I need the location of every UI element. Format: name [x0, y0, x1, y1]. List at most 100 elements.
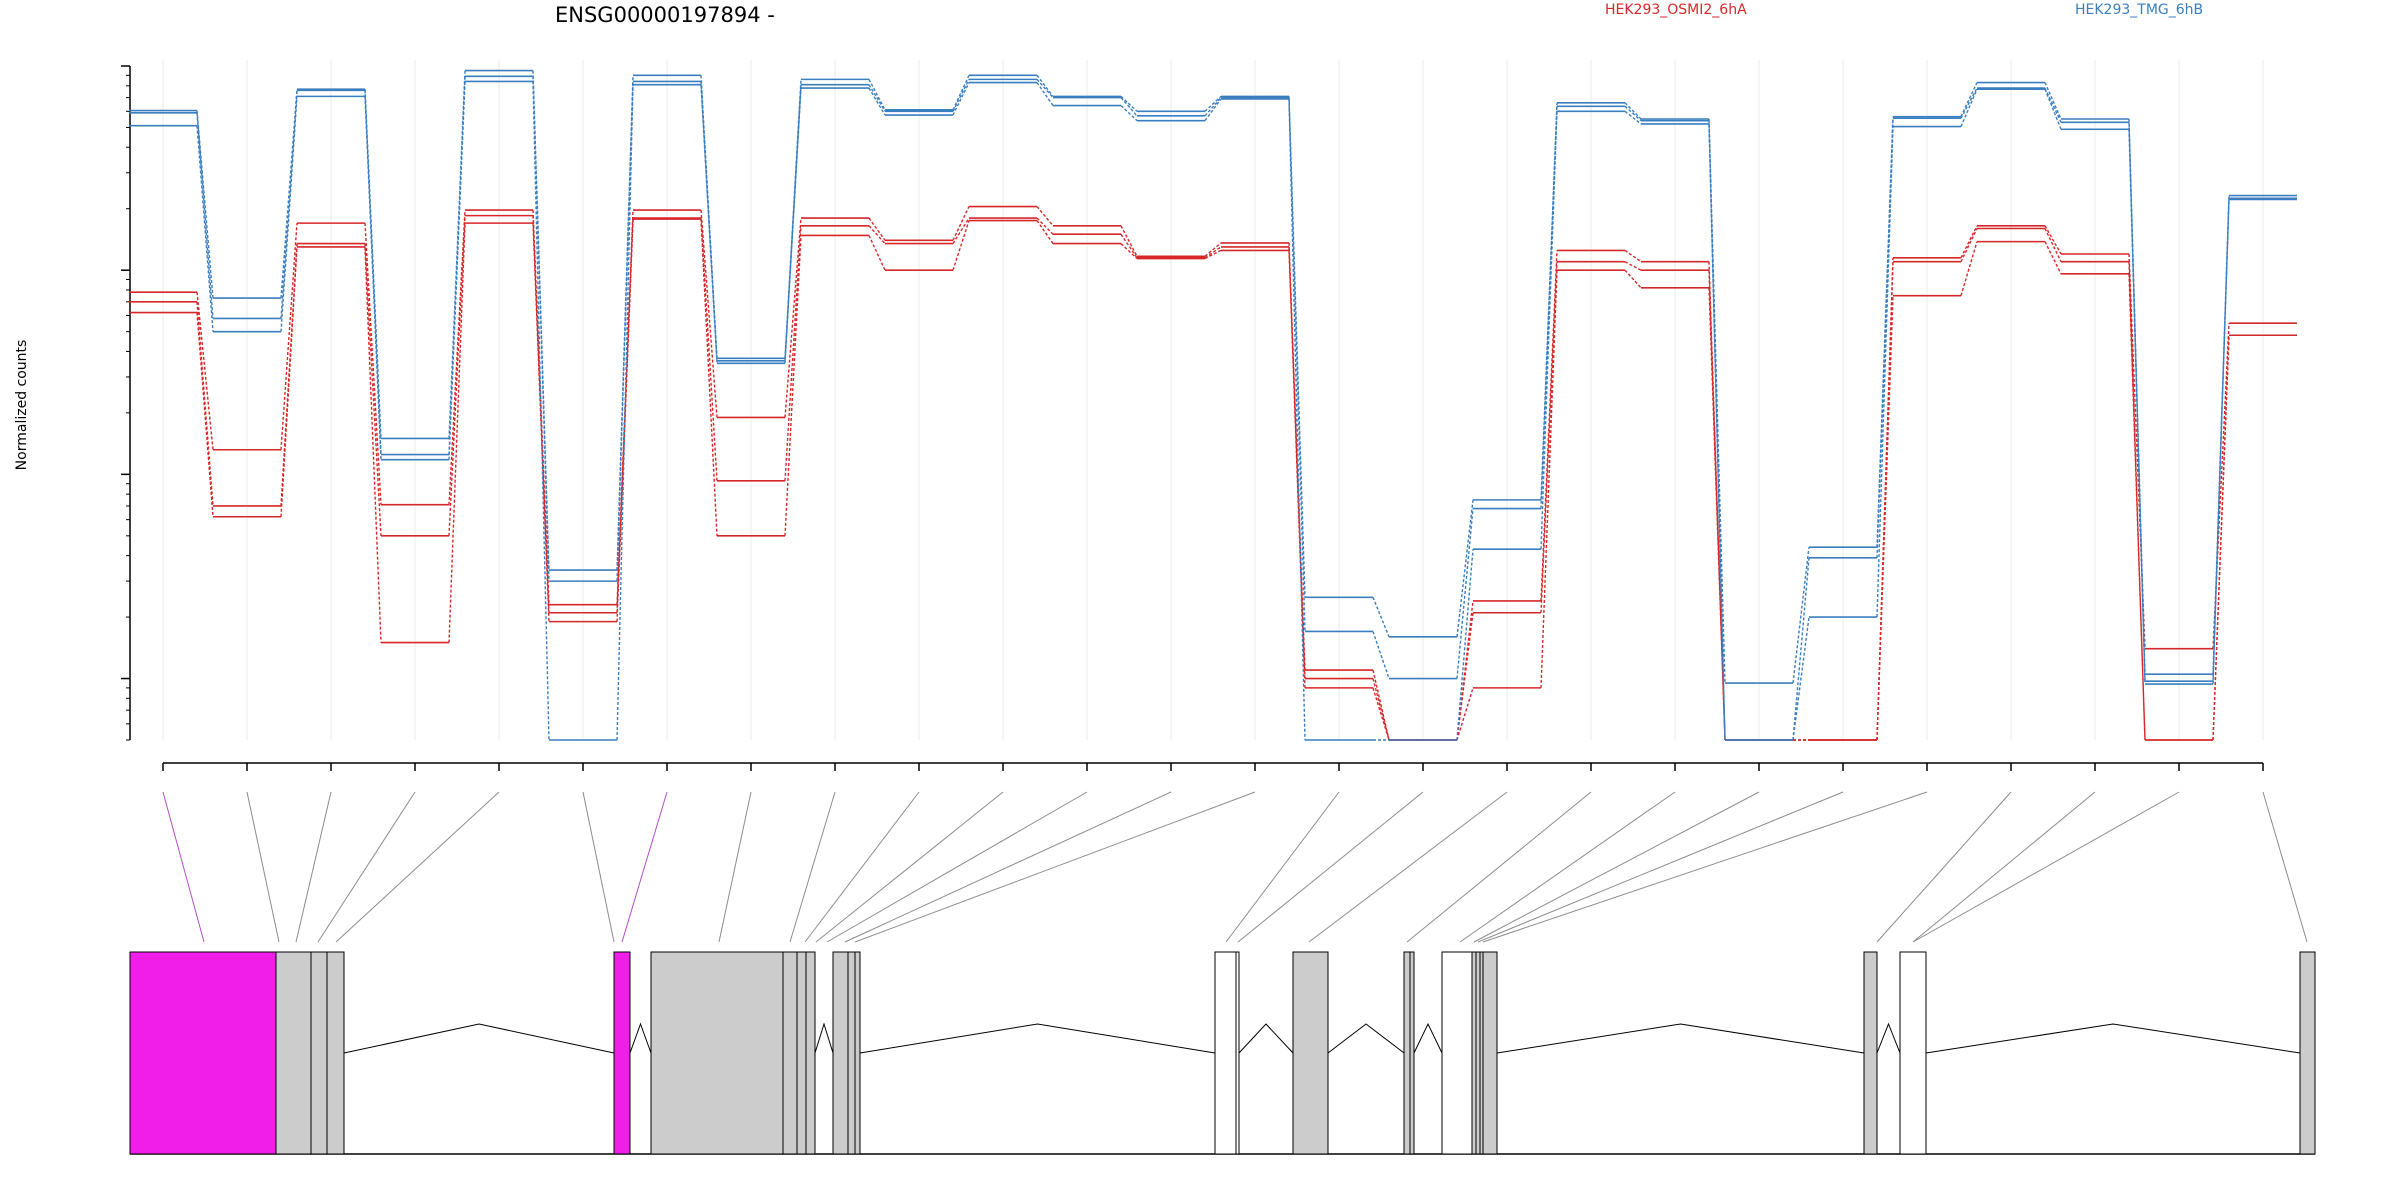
- data-connector: [1456, 600, 1474, 741]
- intron-line: [1925, 1023, 2301, 1054]
- data-connector: [868, 84, 886, 112]
- exon-connector: [1482, 791, 1928, 943]
- data-connector: [1876, 295, 1894, 741]
- data-connector: [784, 218, 802, 418]
- data-connector: [1708, 123, 1726, 741]
- data-connector: [1372, 597, 1390, 638]
- exon-connector: [317, 791, 416, 943]
- exon-block: [1899, 951, 1927, 1155]
- data-connector: [1372, 687, 1390, 741]
- data-connector: [1792, 547, 1810, 684]
- data-connector: [1624, 102, 1642, 120]
- data-connector: [1372, 631, 1390, 679]
- exon-connector: [826, 791, 1088, 943]
- data-connector: [280, 246, 298, 517]
- chart-title: ENSG00000197894 -: [555, 3, 775, 27]
- exon-connector: [1459, 791, 1676, 943]
- data-connector: [196, 312, 214, 517]
- data-connector: [2044, 241, 2062, 275]
- data-connector: [1204, 95, 1222, 112]
- data-connector: [1624, 269, 1642, 289]
- exon-block: [310, 951, 328, 1155]
- exon-block: [129, 951, 277, 1155]
- data-connector: [196, 301, 214, 507]
- data-connector: [1120, 97, 1138, 117]
- data-connector: [784, 235, 802, 536]
- exon-block: [1403, 951, 1411, 1155]
- exon-connector: [1477, 791, 1844, 943]
- data-connector: [1624, 110, 1642, 125]
- data-connector: [1120, 95, 1138, 112]
- data-connector: [1120, 105, 1138, 122]
- data-connector: [1456, 612, 1474, 741]
- exon-block: [275, 951, 312, 1155]
- data-connector: [2044, 225, 2062, 255]
- data-connector: [364, 223, 382, 505]
- exon-block: [847, 951, 856, 1155]
- data-connector: [1204, 249, 1222, 260]
- exon-block: [854, 951, 861, 1155]
- data-connector: [196, 110, 214, 299]
- data-connector: [868, 235, 886, 271]
- data-connector: [2044, 88, 2062, 130]
- exon-connector: [854, 791, 1256, 943]
- data-connector: [2212, 199, 2230, 685]
- exon-block: [832, 951, 849, 1155]
- grid-layer: [162, 60, 2264, 740]
- exon-block: [1409, 951, 1415, 1155]
- series-6: [129, 80, 2297, 741]
- data-connector: [196, 112, 214, 319]
- data-connector: [1960, 241, 1978, 296]
- data-connector: [532, 76, 550, 582]
- data-connector: [1540, 261, 1558, 613]
- data-connector: [1624, 105, 1642, 122]
- data-connector: [1288, 96, 1306, 598]
- data-connector: [1036, 78, 1054, 99]
- intron-line: [1496, 1023, 1865, 1054]
- data-connector: [2128, 122, 2146, 682]
- data-connector: [616, 75, 634, 571]
- intron-line: [1413, 1022, 1443, 1054]
- exon-block: [650, 951, 784, 1155]
- data-connector: [196, 292, 214, 450]
- data-connector: [700, 84, 718, 364]
- data-connector: [1372, 669, 1390, 741]
- exon-connector: [295, 791, 332, 943]
- data-connector: [700, 218, 718, 481]
- data-connector: [1540, 111, 1558, 550]
- exon-connector: [844, 791, 1172, 943]
- exon-block: [1482, 951, 1498, 1155]
- exon-connector: [815, 791, 1004, 943]
- data-connector: [616, 84, 634, 741]
- data-connector: [2044, 82, 2062, 120]
- data-connector: [952, 82, 970, 116]
- data-connector: [280, 96, 298, 332]
- series-layer: [129, 69, 2297, 741]
- data-connector: [1036, 82, 1054, 106]
- data-connector: [1036, 217, 1054, 235]
- data-connector: [1036, 206, 1054, 227]
- data-connector: [1624, 261, 1642, 271]
- intron-line: [1238, 1023, 1294, 1054]
- exon-connector: [162, 791, 205, 943]
- data-connector: [952, 79, 970, 112]
- data-connector: [196, 125, 214, 332]
- data-connector: [1288, 98, 1306, 741]
- exon-connector: [621, 791, 668, 943]
- exon-connector: [1912, 791, 2096, 943]
- data-connector: [868, 217, 886, 241]
- data-connector: [868, 225, 886, 245]
- data-connector: [1204, 246, 1222, 259]
- data-connector: [700, 219, 718, 536]
- data-connector: [1456, 687, 1474, 741]
- data-connector: [1624, 249, 1642, 263]
- exon-block: [1471, 951, 1477, 1155]
- series-4: [129, 69, 2297, 684]
- data-connector: [280, 89, 298, 299]
- data-connector: [1456, 508, 1474, 679]
- data-connector: [1708, 287, 1726, 741]
- data-connector: [2128, 253, 2146, 649]
- intron-line: [814, 1022, 834, 1054]
- legend-entry-osmi2: HEK293_OSMI2_6hA: [1605, 2, 1747, 18]
- data-connector: [952, 206, 970, 241]
